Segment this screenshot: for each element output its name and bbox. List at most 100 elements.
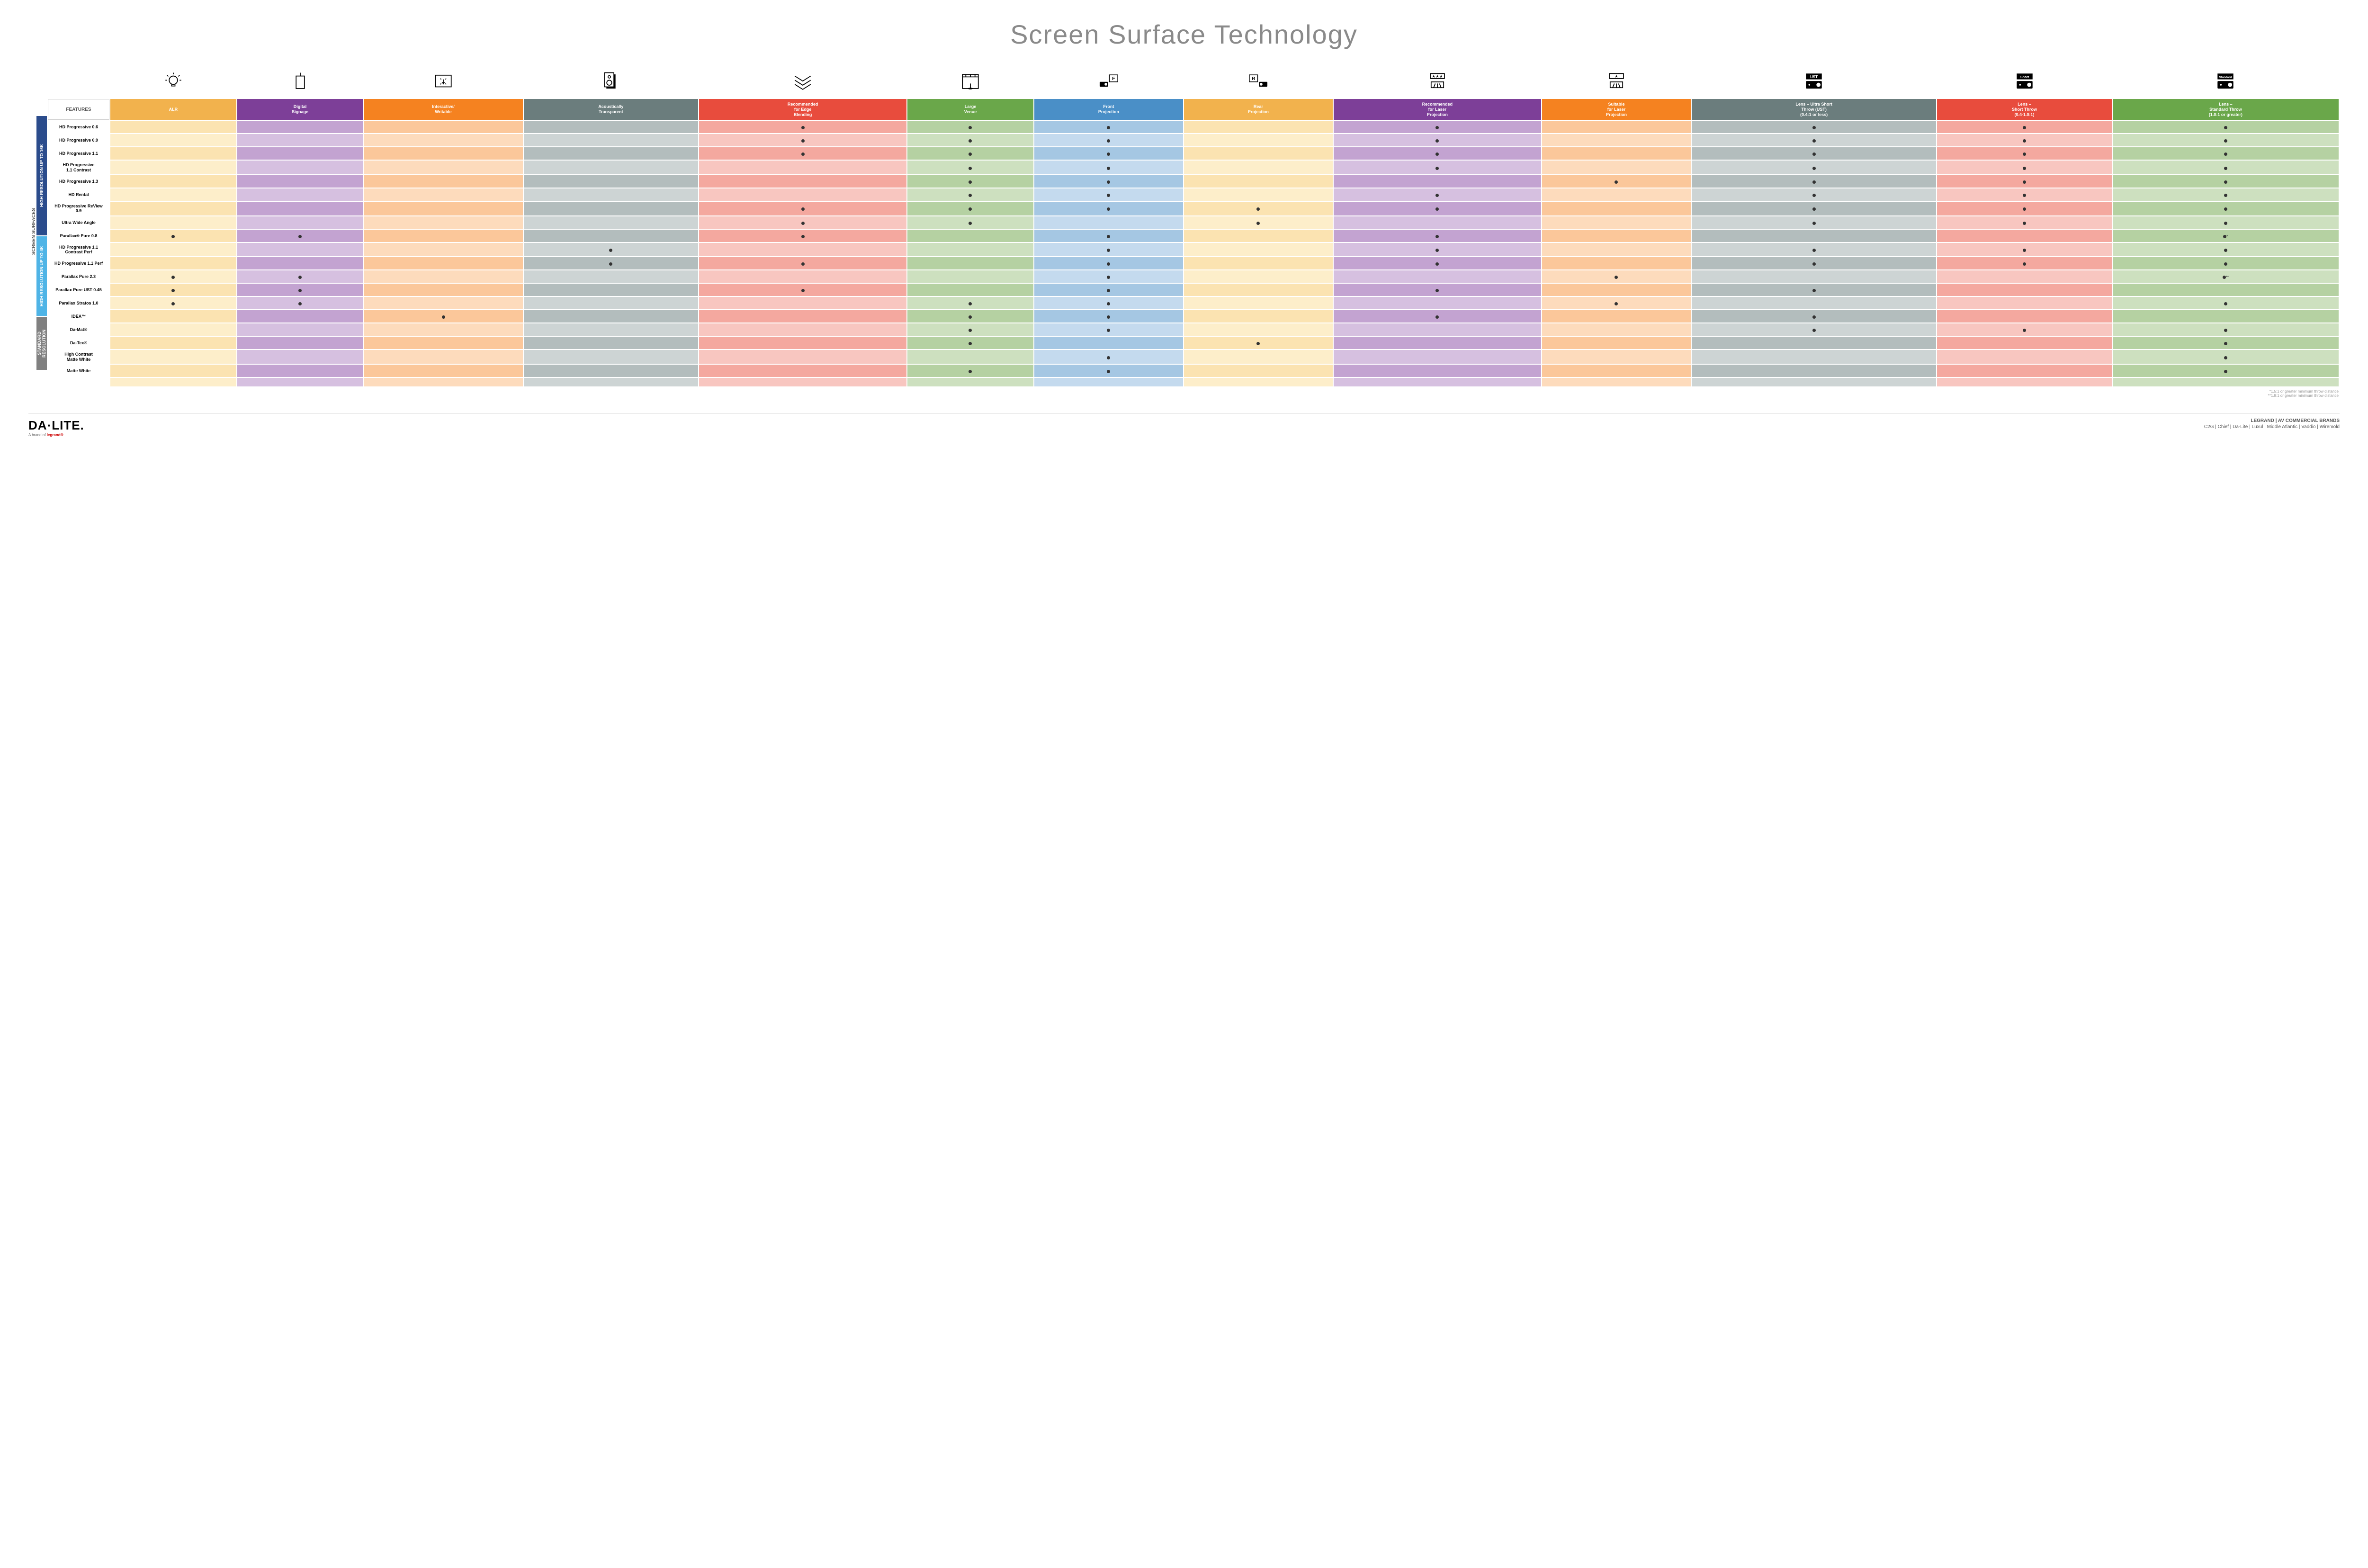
cell: [1034, 230, 1183, 242]
row-label: Parallax Pure 2.3: [48, 270, 109, 283]
row-label: Ultra Wide Angle: [48, 216, 109, 229]
cell: [2113, 147, 2339, 160]
svg-text:Short: Short: [2020, 76, 2029, 79]
cell: [110, 284, 236, 296]
cell: [1334, 121, 1541, 133]
cell: [1692, 134, 1936, 146]
cell: [2113, 350, 2339, 364]
svg-text:★★★: ★★★: [1432, 74, 1443, 79]
cell: [237, 350, 363, 364]
cell: [1542, 365, 1691, 377]
cell: [364, 337, 522, 349]
cell: [364, 147, 522, 160]
cell: [110, 297, 236, 309]
cell: [524, 243, 699, 257]
cell: [524, 230, 699, 242]
cell: [110, 188, 236, 201]
cell: [1937, 350, 2111, 364]
cell: [1692, 257, 1936, 269]
cell: [364, 188, 522, 201]
cell: [1692, 297, 1936, 309]
col-header-front: FrontProjection: [1034, 99, 1183, 120]
col-header-reclaser: Recommendedfor LaserProjection: [1334, 99, 1541, 120]
cell: [524, 216, 699, 229]
cell: [524, 297, 699, 309]
cell: [2113, 243, 2339, 257]
group-labels-col: HIGH RESOLUTION UP TO 16KHIGH RESOLUTION…: [36, 64, 47, 399]
cell: [1542, 323, 1691, 336]
cell: [1937, 134, 2111, 146]
cell: [364, 297, 522, 309]
cell: [1692, 270, 1936, 283]
cell: [907, 243, 1033, 257]
cell: [524, 121, 699, 133]
row-label: Da-Tex®: [48, 337, 109, 349]
cell: [364, 323, 522, 336]
cell: [1692, 284, 1936, 296]
cell: [1334, 188, 1541, 201]
cell: [237, 257, 363, 269]
col-header-acoustic: AcousticallyTransparent: [524, 99, 699, 120]
cell: [524, 188, 699, 201]
cell: [1034, 284, 1183, 296]
cell: [699, 202, 906, 215]
col-header-edge: Recommendedfor EdgeBlending: [699, 99, 906, 120]
cell: [1034, 202, 1183, 215]
footnotes: *1.5:1 or greater minimum throw distance…: [48, 387, 2339, 398]
cell: [1937, 257, 2111, 269]
cell: [1937, 297, 2111, 309]
cell: [364, 365, 522, 377]
footer-stripe: [1334, 378, 1541, 386]
row-label: Da-Mat®: [48, 323, 109, 336]
row-label: HD Progressive 1.1Contrast Perf: [48, 243, 109, 257]
cell: [524, 175, 699, 188]
cell: [1034, 243, 1183, 257]
row-label: High ContrastMatte White: [48, 350, 109, 364]
cell: [1937, 284, 2111, 296]
cell: [699, 284, 906, 296]
footer-stripe: [2113, 378, 2339, 386]
cell: [110, 202, 236, 215]
cell: [1542, 202, 1691, 215]
col-header-ust: Lens – Ultra ShortThrow (UST)(0.4:1 or l…: [1692, 99, 1936, 120]
cell: [524, 270, 699, 283]
cell: [524, 337, 699, 349]
cell: [1034, 257, 1183, 269]
cell: [524, 365, 699, 377]
cell: [110, 147, 236, 160]
cell: [1937, 216, 2111, 229]
cell: [699, 350, 906, 364]
cell: [1334, 270, 1541, 283]
cell: [524, 134, 699, 146]
cell: [524, 257, 699, 269]
cell: [1937, 337, 2111, 349]
cell: [237, 323, 363, 336]
cell: [237, 161, 363, 174]
cell: [1034, 147, 1183, 160]
brand-block: DA·LITE. A brand of legrand®: [28, 418, 84, 437]
cell: [110, 310, 236, 323]
cell: [1034, 350, 1183, 364]
col-header-rear: RearProjection: [1184, 99, 1333, 120]
cell: [364, 243, 522, 257]
cell: [699, 337, 906, 349]
cell: [110, 257, 236, 269]
cell: [1184, 147, 1333, 160]
cell: [1184, 230, 1333, 242]
footer-stripe: [237, 378, 363, 386]
cell: [1542, 243, 1691, 257]
cell: [699, 297, 906, 309]
cell: [1184, 121, 1333, 133]
cell: *: [2113, 230, 2339, 242]
footer-stripe: [364, 378, 522, 386]
cell: [1184, 350, 1333, 364]
cell: [1184, 188, 1333, 201]
col-header-std: Lens –Standard Throw(1.0:1 or greater): [2113, 99, 2339, 120]
footer-stripe: [1034, 378, 1183, 386]
cell: [1692, 323, 1936, 336]
cell: [699, 310, 906, 323]
col-header-suitlaser: Suitablefor LaserProjection: [1542, 99, 1691, 120]
cell: [237, 134, 363, 146]
cell: [1034, 270, 1183, 283]
cell: [1542, 337, 1691, 349]
